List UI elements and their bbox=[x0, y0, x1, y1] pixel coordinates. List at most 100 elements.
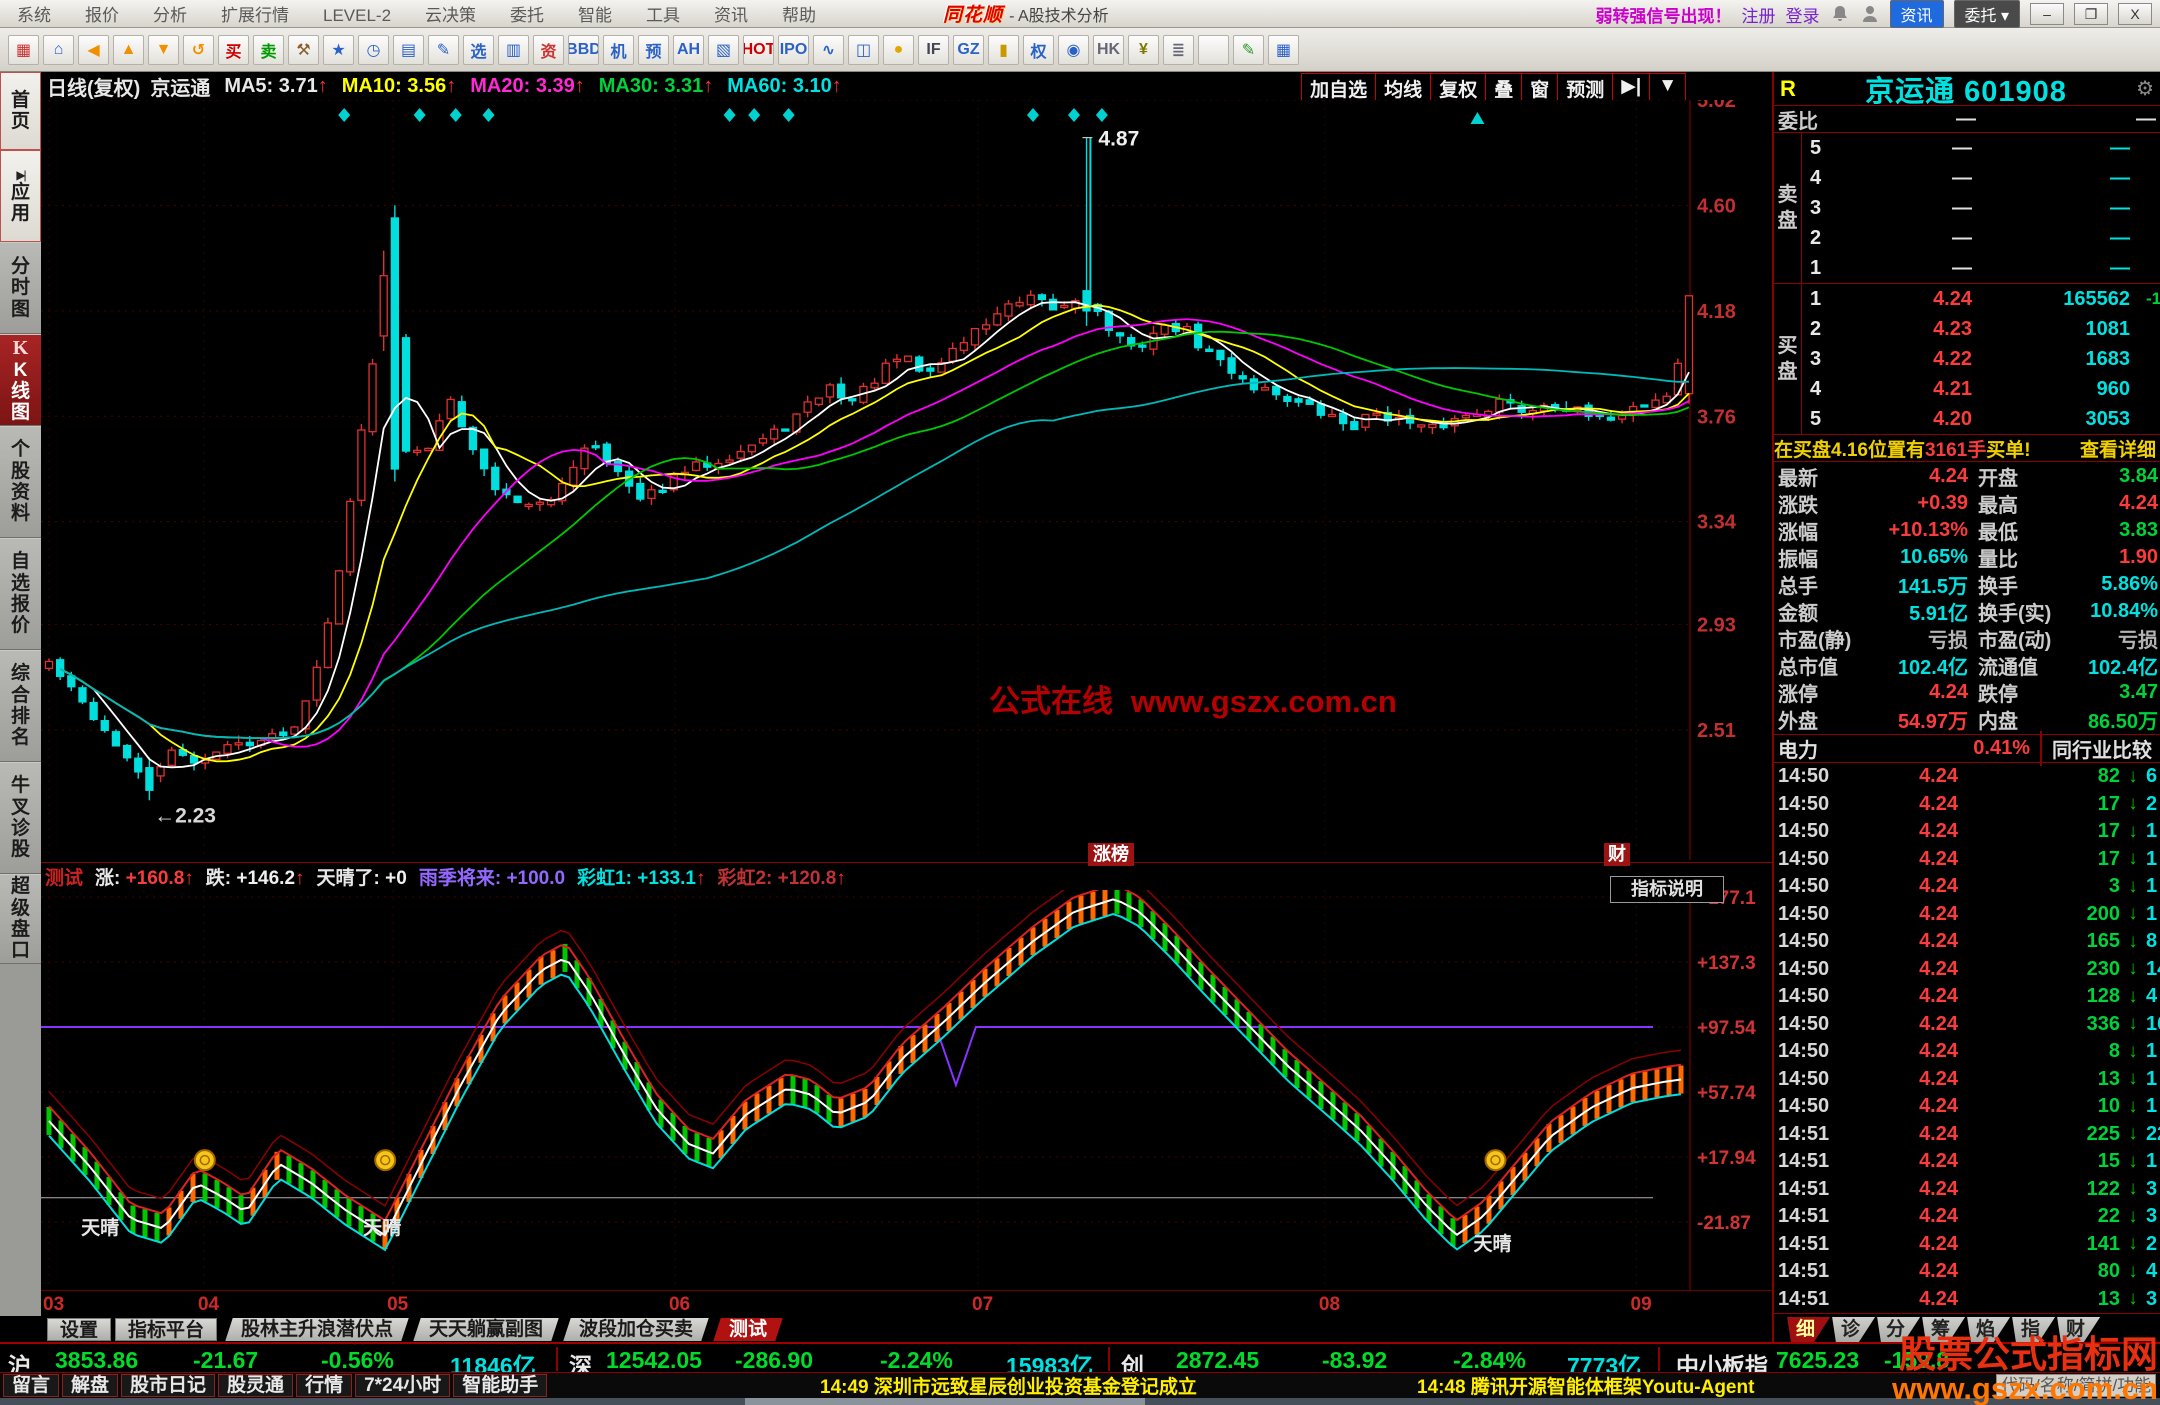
kline-chart-icon[interactable]: ◫ bbox=[848, 34, 879, 65]
finance-button[interactable]: 财 bbox=[1604, 843, 1630, 866]
bbd-icon[interactable]: BBD bbox=[568, 34, 599, 65]
close-button[interactable]: X bbox=[2118, 3, 2152, 25]
menu-item[interactable]: 智能 bbox=[578, 6, 613, 25]
sidebar-item[interactable]: 首页 bbox=[0, 72, 41, 150]
indicator-tab[interactable]: 天天躺赢副图 bbox=[413, 1317, 559, 1341]
chart-toolbar-button[interactable]: 预测 bbox=[1558, 74, 1614, 103]
up-icon[interactable]: ▲ bbox=[113, 34, 144, 65]
sidebar-item[interactable]: ▶| 应用 bbox=[0, 150, 41, 242]
stock-title[interactable]: 京运通 601908 bbox=[1865, 75, 2067, 108]
kline-chart[interactable]: 5.02 4.60 4.18 3.76 3.34 2.93 2.51 4.87 ←2.23 公式… bbox=[41, 90, 1772, 860]
chart-toolbar-button[interactable]: ▶| bbox=[1613, 74, 1651, 103]
back-icon[interactable]: ◀ bbox=[78, 34, 109, 65]
buy-row[interactable]: 2 4.23 1081 bbox=[1810, 317, 2130, 340]
menu-item[interactable]: 委托 bbox=[510, 6, 545, 25]
bell-icon[interactable] bbox=[1830, 4, 1850, 24]
info-icon[interactable]: 资 bbox=[533, 34, 564, 65]
target-icon[interactable]: ◉ bbox=[1058, 34, 1089, 65]
bottom-bar-button[interactable]: 解盘 bbox=[62, 1374, 119, 1397]
edit-icon[interactable]: ✎ bbox=[428, 34, 459, 65]
chart-toolbar-button[interactable]: ▼ bbox=[1650, 74, 1685, 103]
indicator-tab[interactable]: 测试 bbox=[713, 1317, 783, 1341]
forex-icon[interactable]: ¥ bbox=[1128, 34, 1159, 65]
login-link[interactable]: 登录 bbox=[1785, 6, 1820, 26]
quote-tab[interactable]: 诊 bbox=[1826, 1317, 1875, 1342]
restore-button[interactable]: ❐ bbox=[2074, 3, 2108, 25]
bottom-bar-button[interactable]: 行情 bbox=[296, 1374, 353, 1397]
indicator-tab[interactable]: 指标平台 bbox=[115, 1317, 218, 1341]
menu-item[interactable]: 系统 bbox=[17, 6, 51, 25]
quote-tab[interactable]: 细 bbox=[1781, 1317, 1830, 1342]
menu-item[interactable]: 扩展行情 bbox=[221, 6, 289, 25]
news-button[interactable]: 资讯 bbox=[1889, 0, 1944, 28]
menu-item[interactable]: LEVEL-2 bbox=[323, 6, 392, 25]
menu-item[interactable]: 分析 bbox=[153, 6, 187, 25]
user-icon[interactable] bbox=[1860, 4, 1880, 24]
sidebar-item[interactable]: 牛叉诊股 bbox=[0, 762, 41, 874]
sell-row[interactable]: 1— — bbox=[1810, 256, 2130, 279]
refresh-icon[interactable]: ↺ bbox=[183, 34, 214, 65]
bottom-bar-button[interactable]: 股市日记 bbox=[121, 1374, 216, 1397]
chart-toolbar-button[interactable]: 复权 bbox=[1431, 74, 1487, 103]
forecast-icon[interactable]: 预 bbox=[638, 34, 669, 65]
chart-period[interactable]: 日线(复权) bbox=[47, 77, 141, 100]
sidebar-item[interactable]: 个股资料 bbox=[0, 426, 41, 538]
hk-icon[interactable]: HK bbox=[1093, 34, 1124, 65]
stock-pick-icon[interactable]: 选 bbox=[463, 34, 494, 65]
buy-row[interactable]: 1 4.24 165562 -1 bbox=[1810, 287, 2160, 310]
sidebar-item[interactable]: 自选报价 bbox=[0, 538, 41, 650]
sell-row[interactable]: 4— — bbox=[1810, 166, 2130, 189]
home-icon[interactable]: ⌂ bbox=[43, 34, 74, 65]
bottom-bar-button[interactable]: 留言 bbox=[3, 1374, 60, 1397]
indicator-chart[interactable]: +177.1 +137.3 +97.54 +57.74 +17.94 -21.87 天晴 天晴… bbox=[41, 869, 1772, 1290]
report-icon[interactable]: ▤ bbox=[393, 34, 424, 65]
signal-alert[interactable]: 弱转强信号出现！ bbox=[1595, 6, 1732, 26]
ipo-icon[interactable]: IPO bbox=[778, 34, 809, 65]
auction-icon[interactable]: ⚒ bbox=[288, 34, 319, 65]
sidebar-item[interactable]: K K线图 bbox=[0, 334, 41, 426]
coin-icon[interactable]: ● bbox=[883, 34, 914, 65]
menu-item[interactable]: 工具 bbox=[646, 6, 681, 25]
chart-toolbar-button[interactable]: 叠 bbox=[1486, 74, 1523, 103]
if-futures-icon[interactable]: IF bbox=[918, 34, 949, 65]
bank-icon[interactable]: ≣ bbox=[1163, 34, 1194, 65]
buy-row[interactable]: 3 4.22 1683 bbox=[1810, 347, 2130, 370]
chart-toolbar-button[interactable]: 加自选 bbox=[1302, 74, 1377, 103]
buy-icon[interactable]: 买 bbox=[218, 34, 249, 65]
news-ticker-2[interactable]: 14:48 腾讯开源智能体框架Youtu-Agent bbox=[1417, 1377, 1755, 1398]
rank-button[interactable]: 涨榜 bbox=[1088, 843, 1134, 866]
view-detail-link[interactable]: 查看详细 bbox=[2079, 439, 2156, 461]
document-icon[interactable]: ▥ bbox=[498, 34, 529, 65]
bottom-bar-button[interactable]: 股灵通 bbox=[218, 1374, 294, 1397]
menu-item[interactable]: 报价 bbox=[85, 6, 119, 25]
sell-row[interactable]: 5— — bbox=[1810, 136, 2130, 159]
sell-row[interactable]: 3— — bbox=[1810, 196, 2130, 219]
tick-chart-icon[interactable]: ∿ bbox=[813, 34, 844, 65]
formula-edit-icon[interactable]: ✎ bbox=[1233, 34, 1264, 65]
register-link[interactable]: 注册 bbox=[1741, 6, 1776, 26]
indicator-tab[interactable]: 设置 bbox=[47, 1317, 112, 1341]
calculator-icon[interactable]: ▦ bbox=[1268, 34, 1299, 65]
indicator-help-button[interactable]: 指标说明 bbox=[1610, 876, 1724, 903]
indicator-name[interactable]: 测试 bbox=[45, 868, 84, 889]
palette-grid-icon[interactable]: ▦ bbox=[8, 34, 39, 65]
sell-icon[interactable]: 卖 bbox=[253, 34, 284, 65]
gold-icon[interactable]: ▮ bbox=[988, 34, 1019, 65]
bottom-bar-button[interactable]: 7*24小时 bbox=[355, 1374, 451, 1397]
clock-icon[interactable]: ◷ bbox=[358, 34, 389, 65]
indicator-tab[interactable]: 波段加仓买卖 bbox=[563, 1317, 709, 1341]
down-icon[interactable]: ▼ bbox=[148, 34, 179, 65]
sidebar-item[interactable]: 分时图 bbox=[0, 242, 41, 334]
bottom-bar-button[interactable]: 智能助手 bbox=[453, 1374, 548, 1397]
minimize-button[interactable]: – bbox=[2030, 3, 2064, 25]
fund-icon[interactable]: 机 bbox=[603, 34, 634, 65]
gear-icon[interactable]: ⚙ bbox=[2136, 78, 2154, 100]
indicator-tab[interactable]: 股林主升浪潜伏点 bbox=[225, 1317, 409, 1341]
news-ticker-1[interactable]: 14:49 深圳市远致星辰创业投资基金登记成立 bbox=[820, 1377, 1197, 1398]
gz-icon[interactable]: GZ bbox=[953, 34, 984, 65]
code-search-input[interactable]: 代码/名称/简拼/功能 bbox=[1996, 1374, 2156, 1397]
buy-row[interactable]: 4 4.21 960 bbox=[1810, 377, 2130, 400]
warrant-icon[interactable]: 权 bbox=[1023, 34, 1054, 65]
menu-item[interactable]: 帮助 bbox=[782, 6, 817, 25]
chart-toolbar-button[interactable]: 均线 bbox=[1376, 74, 1432, 103]
